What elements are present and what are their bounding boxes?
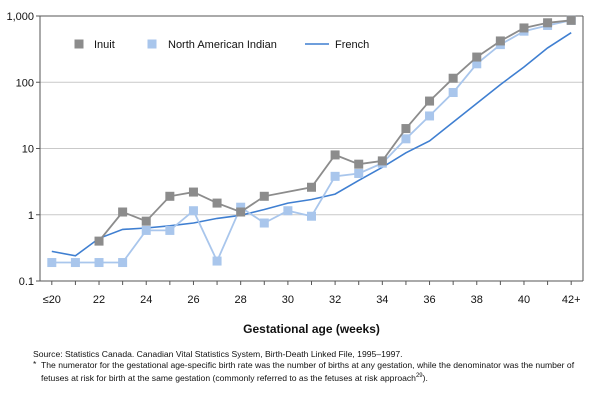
point-north-american-indian-9: [259, 218, 269, 228]
point-inuit-12: [330, 150, 340, 160]
series-line-inuit: [98, 19, 572, 242]
point-inuit-19: [495, 36, 505, 46]
point-inuit-3: [118, 207, 128, 217]
y-tick-label-1: 1: [28, 210, 34, 222]
x-tick-label-0: ≤20: [43, 294, 61, 306]
point-inuit-18: [472, 52, 482, 62]
point-north-american-indian-3: [118, 258, 128, 268]
point-inuit-16: [425, 96, 435, 106]
point-inuit-8: [236, 207, 246, 217]
point-inuit-21: [543, 18, 553, 28]
point-inuit-7: [212, 198, 222, 208]
x-tick-label-4: 28: [235, 294, 247, 306]
x-tick-label-8: 36: [423, 294, 435, 306]
footnote-end: ).: [422, 372, 428, 383]
x-tick-label-2: 24: [140, 294, 152, 306]
point-north-american-indian-11: [307, 211, 316, 221]
x-axis-label: Gestational age (weeks): [243, 322, 380, 336]
point-north-american-indian-2: [94, 258, 104, 268]
source-note: Source: Statistics Canada. Canadian Vita…: [33, 349, 403, 359]
point-inuit-5: [165, 191, 175, 201]
footnote-reference: 29: [415, 373, 423, 379]
y-tick-label-0: 0.1: [19, 276, 34, 288]
x-tick-label-6: 32: [329, 294, 341, 306]
legend-label-inuit: Inuit: [94, 39, 115, 51]
point-north-american-indian-7: [212, 256, 222, 266]
chart: 0.1 1 10 100 1,000 ≤20 22 24 26 28 30 32 34 36 38 40 42+…: [6, 11, 584, 336]
point-north-american-indian-17: [448, 88, 458, 98]
point-north-american-indian-16: [425, 111, 435, 121]
point-inuit-14: [377, 156, 387, 166]
point-inuit-6: [188, 187, 198, 197]
legend-swatch-inuit: [74, 39, 84, 49]
legend-swatch-north-american-indian: [147, 39, 157, 49]
point-inuit-9: [259, 191, 269, 201]
point-inuit-11: [307, 182, 316, 192]
point-inuit-22: [566, 15, 576, 25]
footnote-marker: *: [33, 359, 37, 369]
x-tick-label-9: 38: [471, 294, 483, 306]
footnote: * The numerator for the gestational age-s…: [33, 359, 588, 384]
point-north-american-indian-6: [188, 206, 198, 216]
point-inuit-17: [448, 73, 458, 83]
footnote-text: The numerator for the gestational age-sp…: [41, 360, 575, 383]
point-north-american-indian-1: [70, 258, 80, 268]
point-north-american-indian-15: [401, 134, 411, 144]
point-inuit-2: [94, 236, 104, 246]
series-line-north-american-indian: [51, 19, 572, 264]
x-tick-label-1: 22: [93, 294, 105, 306]
point-inuit-15: [401, 124, 411, 134]
y-tick-label-4: 1,000: [6, 11, 34, 23]
legend-label-french: French: [335, 39, 369, 51]
point-north-american-indian-12: [330, 171, 340, 181]
point-north-american-indian-0: [47, 258, 57, 268]
x-tick-label-7: 34: [376, 294, 388, 306]
point-inuit-4: [141, 216, 151, 226]
point-inuit-20: [519, 23, 529, 33]
point-north-american-indian-10: [283, 206, 293, 216]
point-north-american-indian-8: [236, 202, 246, 212]
y-tick-label-3: 100: [16, 77, 34, 89]
series-line-french: [51, 32, 572, 257]
x-tick-label-3: 26: [187, 294, 199, 306]
point-north-american-indian-13: [354, 168, 364, 178]
y-tick-label-2: 10: [22, 144, 34, 156]
x-tick-label-10: 40: [518, 294, 530, 306]
point-north-american-indian-4: [141, 225, 151, 235]
point-inuit-13: [354, 159, 364, 169]
legend-label-north-american-indian: North American Indian: [168, 39, 277, 51]
point-north-american-indian-5: [165, 225, 175, 235]
point-north-american-indian-18: [472, 59, 482, 69]
x-tick-label-5: 30: [282, 294, 294, 306]
x-tick-label-11: 42+: [562, 294, 581, 306]
chart-notes: Source: Statistics Canada. Canadian Vita…: [33, 349, 588, 384]
